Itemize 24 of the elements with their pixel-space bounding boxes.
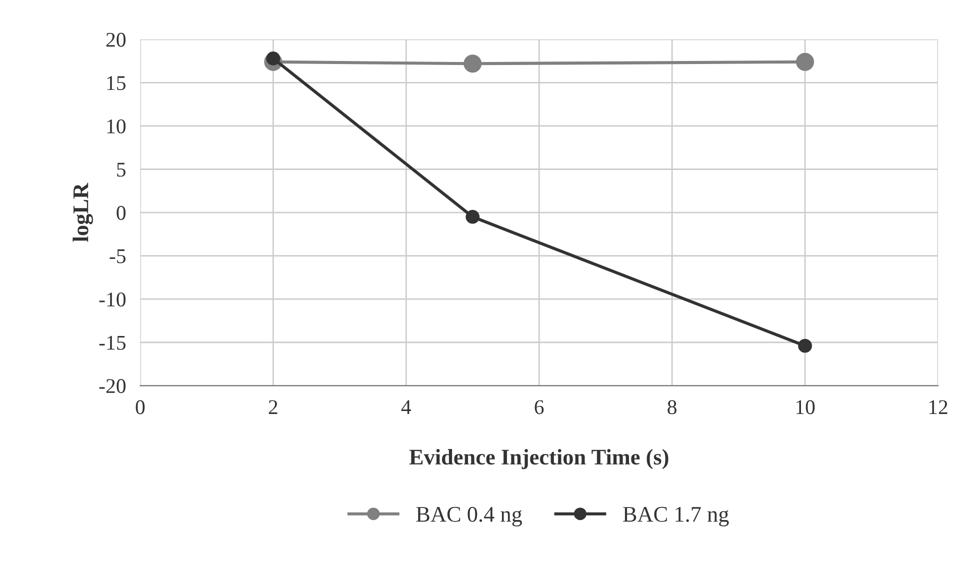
y-axis-title: logLR [72,182,93,242]
point [464,54,482,73]
y-tick-label: 20 [106,32,126,47]
legend-label: BAC 1.7 ng [623,506,729,526]
y-tick-label: -20 [99,379,126,394]
x-tick-label: 2 [268,400,278,414]
y-tick-label: -10 [99,292,126,307]
point [466,210,480,224]
x-tick-label: 10 [796,400,815,414]
point [796,52,814,71]
point [798,338,812,353]
y-tick-label: 15 [107,76,126,90]
x-tick-label: 6 [534,400,544,414]
x-tick-label: 12 [929,400,948,414]
y-tick-label: 0 [116,206,126,220]
y-tick-label: -5 [110,249,126,264]
x-tick-label: 8 [668,400,676,414]
y-tick-label: -15 [99,336,126,350]
x-axis-title: Evidence Injection Time (s) [409,448,668,470]
legend-label: BAC 0.4 ng [416,506,522,526]
x-tick-label: 4 [401,400,412,414]
y-tick-label: 5 [117,162,126,177]
x-tick-label: 0 [136,400,145,414]
y-tick-label: 10 [107,119,126,134]
